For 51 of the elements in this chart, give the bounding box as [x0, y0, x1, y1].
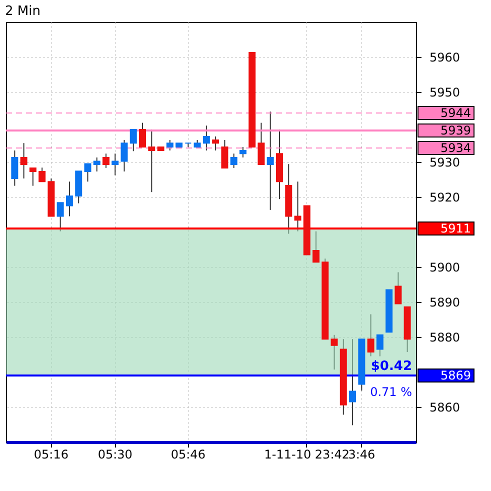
candlestick — [376, 334, 384, 357]
y-tick-label: 5880 — [430, 330, 460, 344]
candlestick — [221, 139, 228, 168]
candlestick — [130, 128, 137, 152]
x-tick-label: 05:16 — [34, 448, 68, 462]
candlestick — [258, 122, 265, 165]
candlestick — [212, 136, 220, 151]
candlestick — [148, 128, 156, 193]
candlestick — [394, 272, 402, 304]
ref-line-label: 5939 — [440, 124, 471, 138]
candlestick — [139, 122, 146, 148]
ref-line-label: 5934 — [440, 141, 471, 155]
candlestick — [38, 167, 46, 182]
candlestick — [184, 142, 192, 148]
candlestick — [202, 125, 210, 151]
candlestick — [56, 202, 64, 232]
candlestick — [239, 146, 246, 158]
x-tick-label: 05:30 — [98, 448, 132, 462]
candlestick — [166, 139, 174, 151]
annotation: 0.71 % — [370, 385, 412, 399]
candlestick — [29, 167, 36, 186]
candlestick — [349, 338, 356, 426]
candlestick — [93, 156, 100, 172]
candlestick — [84, 163, 92, 182]
annotation: $0.42 — [370, 359, 412, 374]
x-tick-label: 05:46 — [170, 448, 206, 462]
candlestick — [294, 181, 302, 232]
candlestick — [66, 181, 73, 217]
candlestick — [230, 153, 238, 168]
candlestick — [112, 153, 119, 176]
y-tick-label: 5960 — [430, 50, 460, 64]
chart-title: 2 Min — [5, 4, 40, 19]
y-tick-label: 5950 — [430, 86, 460, 100]
y-tick-label: 5900 — [430, 260, 460, 274]
candlestick — [11, 150, 18, 186]
y-tick-label: 5860 — [430, 400, 460, 414]
candlestick — [330, 334, 338, 370]
y-tick-label: 5890 — [430, 296, 460, 310]
candlestick — [312, 230, 320, 263]
y-tick-label: 5920 — [430, 190, 460, 204]
ref-line-label: 5911 — [440, 222, 471, 236]
candlestick — [367, 314, 374, 357]
y-tick-label: 5930 — [430, 156, 460, 170]
x-tick-label: 1-11-10 23:42 — [264, 448, 350, 462]
candlestick — [266, 111, 274, 210]
ref-line-label: 5944 — [440, 106, 471, 120]
candlestick — [20, 142, 28, 179]
candlestick — [120, 139, 128, 172]
candlestick — [102, 153, 110, 168]
ref-line-label: 5869 — [440, 368, 471, 382]
x-tick-label: 3:46 — [348, 448, 376, 462]
